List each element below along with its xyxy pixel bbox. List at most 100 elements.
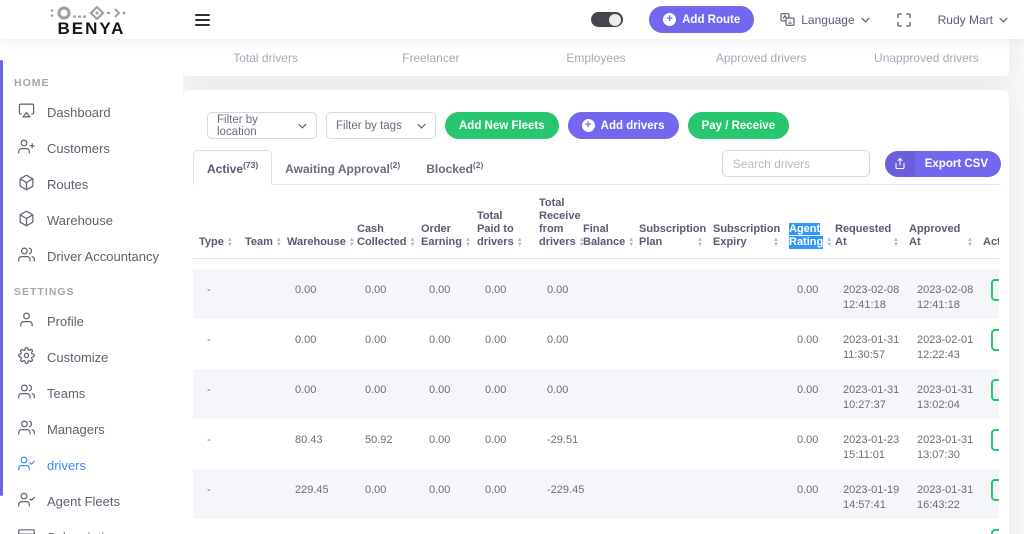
top-bar-actions: + Add Route Language Rudy Mart	[591, 6, 1024, 33]
cell-expiry	[707, 369, 783, 419]
add-new-fleets-button[interactable]: Add New Fleets	[445, 112, 559, 139]
cell-agent: 0.00	[783, 419, 829, 469]
tab-active[interactable]: Active(73)	[193, 150, 272, 185]
sort-icon: ▲▼	[517, 238, 523, 247]
cell-order: 0.00	[415, 369, 471, 419]
cell-action	[977, 419, 999, 469]
sidebar-item-subscription[interactable]: Subscription	[0, 519, 183, 534]
menu-toggle-icon[interactable]	[191, 10, 214, 30]
column-header-team[interactable]: Team▲▼	[239, 185, 281, 259]
cell-paid: 0.00	[471, 519, 533, 534]
column-header-receive[interactable]: TotalReceivefromdrivers▲▼	[533, 185, 577, 259]
column-header-approved[interactable]: ApprovedAt▲▼	[903, 185, 977, 259]
pay-receive-button[interactable]: Pay / Receive	[688, 112, 790, 139]
cell-action	[977, 269, 999, 319]
table-tools: Export CSV	[722, 150, 1001, 184]
sidebar-item-driver-accountancy[interactable]: Driver Accountancy	[0, 238, 183, 274]
cell-order: 0.00	[415, 419, 471, 469]
column-header-requested[interactable]: RequestedAt▲▼	[829, 185, 903, 259]
column-header-action[interactable]: Action	[977, 185, 999, 259]
cell-agent: 0.00	[783, 319, 829, 369]
cell-requested: 2023-01-2315:11:01	[829, 419, 903, 469]
cell-team	[239, 269, 281, 319]
search-drivers-input[interactable]	[722, 150, 870, 177]
sidebar-item-customers[interactable]: Customers	[0, 130, 183, 166]
cell-expiry	[707, 419, 783, 469]
column-header-expiry[interactable]: SubscriptionExpiry▲▼	[707, 185, 783, 259]
sidebar-item-warehouse[interactable]: Warehouse	[0, 202, 183, 238]
cell-team	[239, 419, 281, 469]
cell-requested: 2023-02-0812:41:18	[829, 269, 903, 319]
column-header-agent[interactable]: AgentRating▲▼	[783, 185, 829, 259]
user-menu[interactable]: Rudy Mart	[938, 13, 1008, 27]
column-header-final[interactable]: FinalBalance▲▼	[577, 185, 633, 259]
fullscreen-icon[interactable]	[896, 12, 912, 28]
filter-by-tags-select[interactable]: Filter by tags	[326, 112, 436, 139]
cell-approved: 2023-01-3113:07:30	[903, 419, 977, 469]
cell-order: 0.00	[415, 319, 471, 369]
cell-type: -	[193, 369, 239, 419]
cell-action	[977, 369, 999, 419]
column-header-cash[interactable]: CashCollected▲▼	[351, 185, 415, 259]
tab-blocked[interactable]: Blocked(2)	[413, 151, 496, 184]
sidebar-item-drivers[interactable]: drivers	[0, 447, 183, 483]
cell-expiry	[707, 319, 783, 369]
export-csv-button[interactable]: Export CSV	[885, 151, 1001, 177]
add-route-button[interactable]: + Add Route	[649, 6, 754, 33]
sort-icon: ▲▼	[628, 238, 634, 247]
sidebar-item-managers[interactable]: Managers	[0, 411, 183, 447]
plus-icon: +	[582, 119, 595, 132]
cell-order: 0.00	[415, 269, 471, 319]
cell-team	[239, 519, 281, 534]
sidebar-item-teams[interactable]: Teams	[0, 375, 183, 411]
row-action-button[interactable]	[991, 379, 999, 401]
user-icon	[18, 311, 35, 331]
sidebar-item-label: Warehouse	[47, 213, 113, 228]
row-action-button[interactable]	[991, 329, 999, 351]
column-header-type[interactable]: Type▲▼	[193, 185, 239, 259]
tab-awaiting-approval[interactable]: Awaiting Approval(2)	[272, 151, 413, 184]
cell-final	[577, 269, 633, 319]
filter-by-location-select[interactable]: Filter by location	[207, 112, 317, 139]
cell-action	[977, 519, 999, 534]
sidebar-item-label: Customers	[47, 141, 110, 156]
cell-receive: -29.51	[533, 419, 577, 469]
stat-label-total-drivers: Total drivers	[183, 51, 348, 65]
add-drivers-button[interactable]: + Add drivers	[568, 112, 679, 139]
table-row: -80.4350.920.000.00-29.510.002023-01-231…	[193, 419, 999, 469]
sidebar-item-label: Profile	[47, 314, 84, 329]
gear-icon	[18, 347, 35, 367]
stat-label-freelancer: Freelancer	[348, 51, 513, 65]
row-action-button[interactable]	[991, 479, 999, 501]
cell-receive: -229.45	[533, 469, 577, 519]
sidebar-item-agent-fleets[interactable]: Agent Fleets	[0, 483, 183, 519]
language-menu[interactable]: Language	[780, 13, 869, 27]
column-header-plan[interactable]: SubscriptionPlan▲▼	[633, 185, 707, 259]
sidebar-item-profile[interactable]: Profile	[0, 303, 183, 339]
column-header-warehouse[interactable]: Warehouse▲▼	[281, 185, 351, 259]
column-header-paid[interactable]: TotalPaid todrivers▲▼	[471, 185, 533, 259]
row-action-button[interactable]	[991, 279, 999, 301]
package-icon	[18, 174, 35, 194]
sidebar-item-routes[interactable]: Routes	[0, 166, 183, 202]
cell-expiry	[707, 469, 783, 519]
row-action-button[interactable]	[991, 529, 999, 534]
cell-agent: 0.00	[783, 519, 829, 534]
cell-warehouse: 80.43	[281, 419, 351, 469]
sort-icon: ▲▼	[967, 238, 973, 247]
tab-active-label: Active	[207, 162, 243, 176]
cell-order: 0.00	[415, 469, 471, 519]
sidebar-scrollbar[interactable]	[0, 60, 3, 496]
sidebar-item-label: drivers	[47, 458, 86, 473]
sidebar-item-customize[interactable]: Customize	[0, 339, 183, 375]
sidebar-item-label: Dashboard	[47, 105, 111, 120]
row-action-button[interactable]	[991, 429, 999, 451]
cell-final	[577, 319, 633, 369]
column-header-order[interactable]: OrderEarning▲▼	[415, 185, 471, 259]
main-content: Total drivers Freelancer Employees Appro…	[183, 39, 1009, 534]
brand-logo[interactable]: BENYA	[0, 0, 183, 39]
cell-final	[577, 369, 633, 419]
cell-paid: 0.00	[471, 469, 533, 519]
sidebar-item-dashboard[interactable]: Dashboard	[0, 94, 183, 130]
dark-mode-toggle[interactable]	[591, 12, 623, 27]
